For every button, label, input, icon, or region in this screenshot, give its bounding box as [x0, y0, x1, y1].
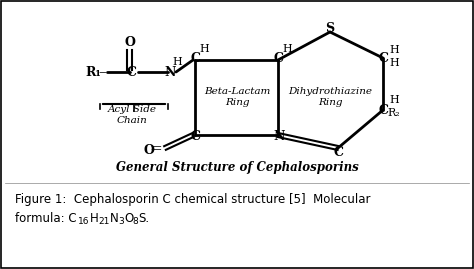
Text: H: H — [389, 58, 399, 68]
Text: 16: 16 — [78, 217, 90, 225]
Text: 8: 8 — [132, 217, 138, 225]
Text: C: C — [274, 52, 284, 65]
Text: N: N — [164, 65, 176, 79]
Text: S: S — [326, 22, 335, 34]
Text: C: C — [334, 146, 344, 158]
Text: O: O — [144, 144, 155, 158]
Text: 3: 3 — [118, 217, 124, 225]
Text: Acyl Side
Chain: Acyl Side Chain — [108, 105, 156, 125]
Text: R₁: R₁ — [85, 65, 101, 79]
Text: C: C — [191, 52, 201, 65]
Text: R₂: R₂ — [388, 108, 401, 118]
Text: =: = — [150, 142, 163, 156]
Text: N: N — [110, 211, 119, 225]
Text: Dihydrothiazine
Ring: Dihydrothiazine Ring — [288, 87, 372, 107]
Text: N: N — [273, 129, 285, 143]
Text: C: C — [379, 51, 389, 65]
Text: Figure 1:  Cephalosporin C chemical structure [5]  Molecular: Figure 1: Cephalosporin C chemical struc… — [15, 193, 371, 207]
Text: C: C — [191, 129, 201, 143]
Text: C: C — [127, 65, 137, 79]
Text: H: H — [90, 211, 99, 225]
Text: S.: S. — [138, 211, 149, 225]
Text: –: – — [98, 65, 106, 79]
Text: 21: 21 — [98, 217, 109, 225]
Text: H: H — [389, 95, 399, 105]
Text: H: H — [172, 57, 182, 67]
Text: C: C — [379, 104, 389, 116]
Text: O: O — [124, 211, 133, 225]
Text: O: O — [125, 36, 136, 48]
Text: formula: C: formula: C — [15, 211, 77, 225]
Text: H: H — [389, 45, 399, 55]
Text: General Structure of Cephalosporins: General Structure of Cephalosporins — [116, 161, 358, 175]
Text: H: H — [199, 44, 209, 54]
Text: H: H — [282, 44, 292, 54]
Text: Beta-Lactam
Ring: Beta-Lactam Ring — [204, 87, 270, 107]
